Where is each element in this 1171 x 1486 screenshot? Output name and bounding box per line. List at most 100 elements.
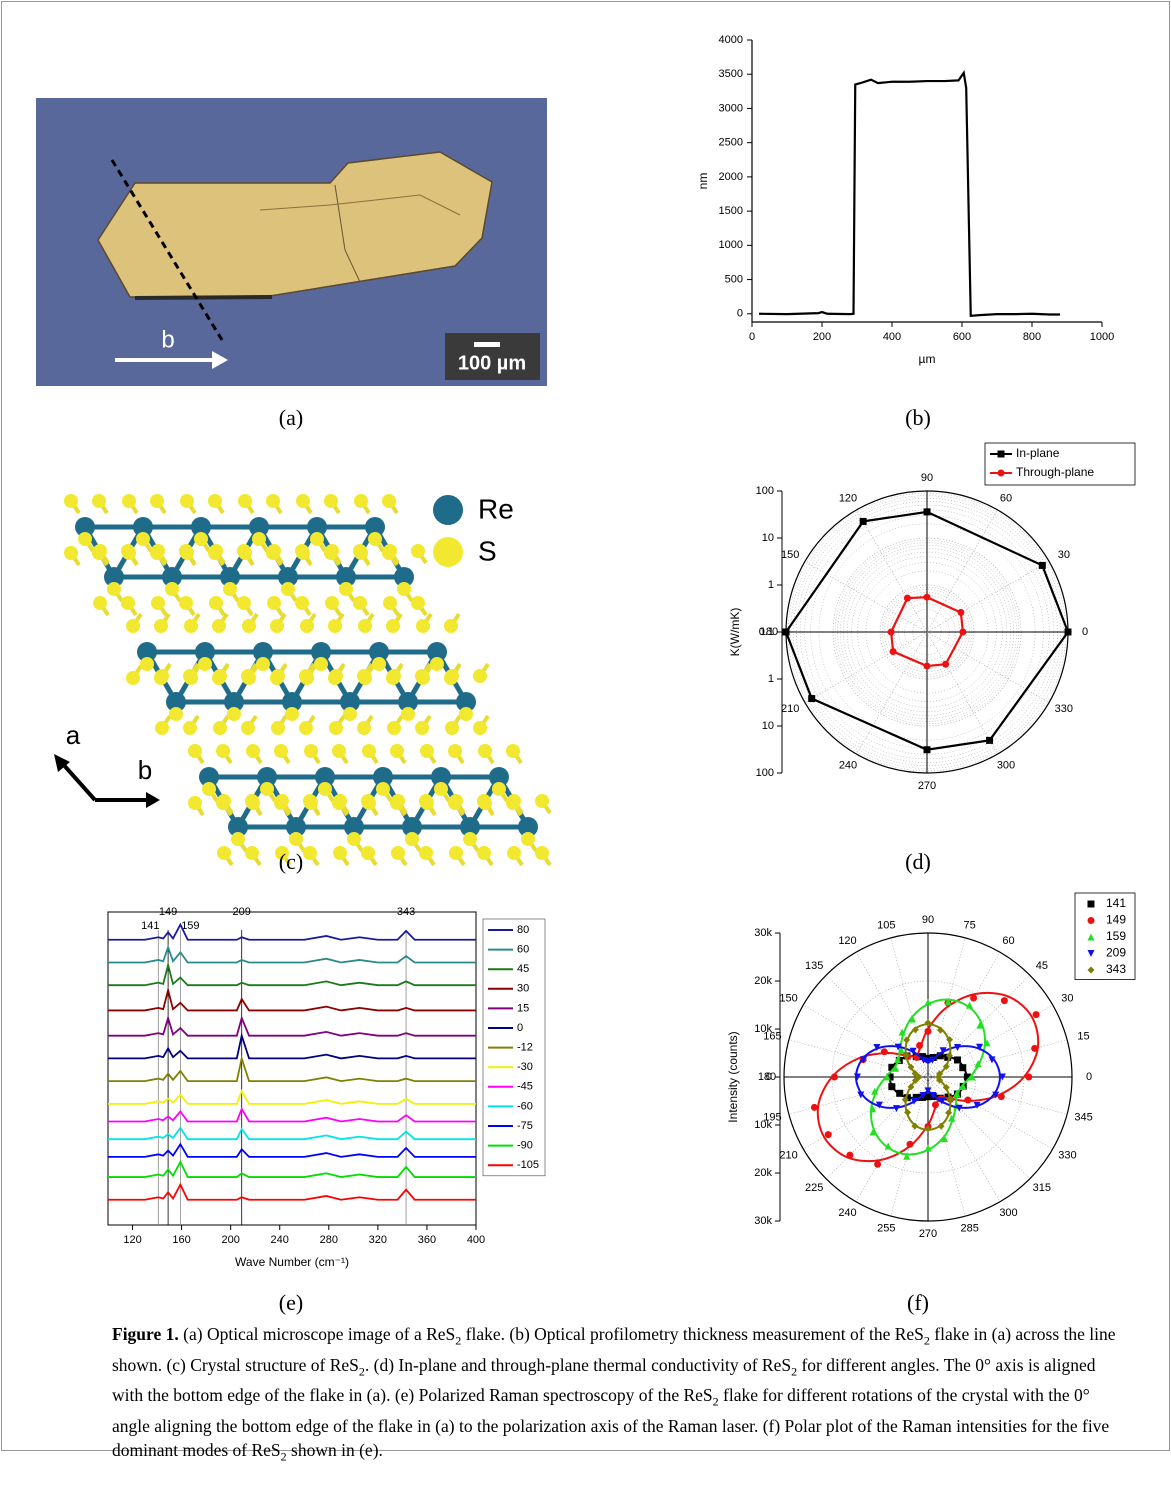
- data-line: [108, 947, 476, 962]
- y-tick-label: 3500: [719, 68, 743, 80]
- angle-label: 120: [839, 493, 857, 505]
- atom-s: [300, 619, 314, 633]
- atom-s: [310, 532, 324, 546]
- y-tick-label: 2500: [719, 137, 743, 149]
- r-tick-label: 10: [762, 720, 774, 732]
- legend-label: S: [478, 535, 497, 566]
- atom-s: [535, 794, 549, 808]
- data-line: [108, 965, 476, 985]
- atom-s: [535, 846, 549, 860]
- marker: [942, 661, 949, 668]
- atom-s: [419, 846, 433, 860]
- atom-s: [136, 532, 150, 546]
- atom-s: [332, 744, 346, 758]
- angle-label: 210: [779, 1149, 797, 1161]
- figure: b 100 µm Re S a b (a) (b) (c) (d) (e) (f…: [0, 0, 1171, 1481]
- y-tick-label: 500: [725, 273, 743, 285]
- angle-label: 240: [838, 1207, 856, 1219]
- x-tick-label: 200: [221, 1234, 239, 1246]
- spoke: [826, 975, 928, 1077]
- atom-s: [478, 744, 492, 758]
- atom-s: [274, 744, 288, 758]
- x-tick-label: 200: [813, 331, 831, 343]
- atom-s: [391, 794, 405, 808]
- legend-label: In-plane: [1016, 446, 1060, 460]
- marker: [890, 648, 897, 655]
- atom-s: [324, 494, 338, 508]
- atom-s: [183, 669, 197, 683]
- marker: [1039, 562, 1046, 569]
- x-tick-label: 160: [172, 1234, 190, 1246]
- angle-label: 330: [1058, 1149, 1076, 1161]
- legend-label: 15: [517, 1002, 529, 1014]
- atom-s: [121, 596, 135, 610]
- atom-s: [387, 669, 401, 683]
- atom-s: [122, 494, 136, 508]
- atom-s: [434, 782, 448, 796]
- angle-label: 270: [919, 1228, 937, 1240]
- axis-arrow-head: [146, 792, 160, 808]
- legend-atom: [433, 495, 463, 525]
- atom-s: [411, 596, 425, 610]
- angle-label: 195: [763, 1112, 781, 1124]
- atom-s: [209, 596, 223, 610]
- x-axis-label: Wave Number (cm⁻¹): [235, 1255, 349, 1269]
- legend-label: 159: [1106, 929, 1126, 943]
- atom-s: [376, 782, 390, 796]
- atom-s: [354, 494, 368, 508]
- atom-s: [473, 669, 487, 683]
- marker: [904, 595, 911, 602]
- legend-label: Re: [478, 493, 514, 524]
- atom-s: [444, 619, 458, 633]
- atom-s: [362, 744, 376, 758]
- angle-label: 150: [779, 992, 797, 1004]
- atom-s: [390, 744, 404, 758]
- y-tick-label: 2000: [719, 171, 743, 183]
- atom-s: [169, 707, 183, 721]
- atom-s: [183, 721, 197, 735]
- atom-s: [241, 669, 255, 683]
- atom-s: [328, 619, 342, 633]
- legend-label: 80: [517, 924, 529, 936]
- axis-label: a: [66, 720, 81, 750]
- atom-s: [339, 582, 353, 596]
- atom-s: [296, 494, 310, 508]
- angle-label: 60: [1002, 935, 1014, 947]
- atom-s: [325, 596, 339, 610]
- atom-s: [238, 494, 252, 508]
- atom-s: [303, 794, 317, 808]
- spoke: [927, 562, 1049, 633]
- data-line: [108, 1036, 476, 1059]
- arrow-label: b: [161, 326, 174, 353]
- x-tick-label: 600: [953, 331, 971, 343]
- atom-s: [304, 744, 318, 758]
- atom-s: [107, 582, 121, 596]
- atom-s: [285, 707, 299, 721]
- atom-s: [397, 582, 411, 596]
- atom-s: [266, 494, 280, 508]
- atom-s: [343, 707, 357, 721]
- atom-s: [231, 832, 245, 846]
- angle-label: 180: [760, 626, 778, 638]
- data-line: [108, 1128, 476, 1139]
- axis-label: b: [138, 755, 152, 785]
- marker: [846, 1152, 853, 1159]
- atom-s: [275, 794, 289, 808]
- panel-label: (c): [279, 849, 303, 874]
- atom-s: [212, 619, 226, 633]
- atom-s: [383, 544, 397, 558]
- marker: [1033, 1011, 1040, 1018]
- atom-s: [217, 794, 231, 808]
- atom-s: [295, 596, 309, 610]
- atom-s: [401, 707, 415, 721]
- atom-s: [449, 846, 463, 860]
- spoke: [857, 510, 928, 632]
- atom-s: [184, 619, 198, 633]
- atom-s: [213, 721, 227, 735]
- atom-s: [353, 544, 367, 558]
- atom-s: [180, 494, 194, 508]
- data-line: [108, 1058, 476, 1081]
- peak-label: 209: [233, 906, 251, 918]
- atom-s: [445, 721, 459, 735]
- y-tick-label: 3000: [719, 102, 743, 114]
